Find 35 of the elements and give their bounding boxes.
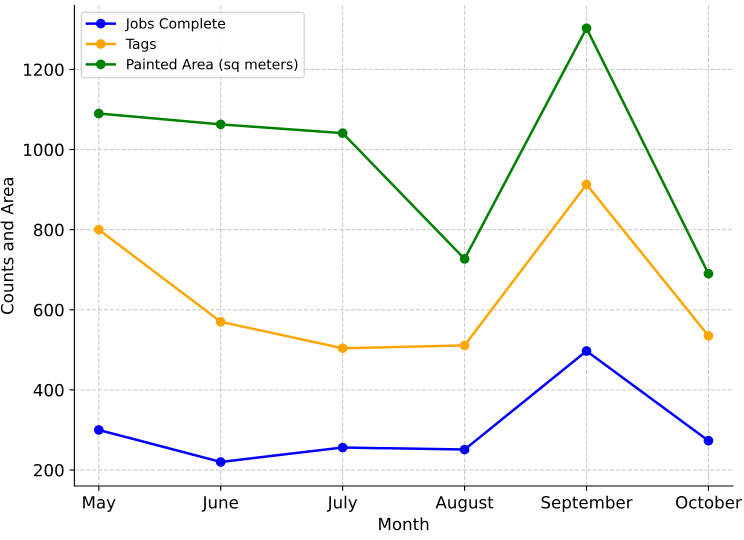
point xyxy=(216,119,226,130)
point xyxy=(216,316,226,327)
point xyxy=(338,343,348,354)
y-tick-label: 800 xyxy=(34,224,64,236)
legend-label: Painted Area (sq meters) xyxy=(127,58,298,72)
point xyxy=(704,268,714,279)
x-tick-label: August xyxy=(436,496,494,512)
point xyxy=(582,346,592,356)
legend-label: Tags xyxy=(126,38,156,52)
y-tick-label: 400 xyxy=(34,384,64,396)
y-tick-label: 600 xyxy=(34,304,64,316)
point xyxy=(94,224,104,235)
y-tick-label: 200 xyxy=(34,464,64,477)
x-tick-label: July xyxy=(326,496,358,512)
point xyxy=(94,108,104,118)
point xyxy=(460,254,470,264)
point xyxy=(704,436,714,446)
x-tick-label: September xyxy=(542,496,633,512)
legend-label: Jobs Complete xyxy=(125,18,226,32)
x-tick-label: June xyxy=(202,496,238,512)
x-tick-label: October xyxy=(676,496,742,509)
point xyxy=(460,340,470,350)
y-tick-label: 1200 xyxy=(24,63,64,76)
point xyxy=(338,442,348,452)
y-axis-title: Counts and Area xyxy=(0,178,14,314)
y-tick-label: 1000 xyxy=(24,144,64,156)
point xyxy=(338,128,348,138)
point xyxy=(582,23,592,34)
point xyxy=(460,444,470,454)
point xyxy=(582,180,592,190)
point xyxy=(704,330,714,341)
point xyxy=(94,425,104,435)
point xyxy=(216,457,226,467)
x-axis-title: Month xyxy=(379,517,428,530)
x-tick-label: May xyxy=(83,496,116,512)
